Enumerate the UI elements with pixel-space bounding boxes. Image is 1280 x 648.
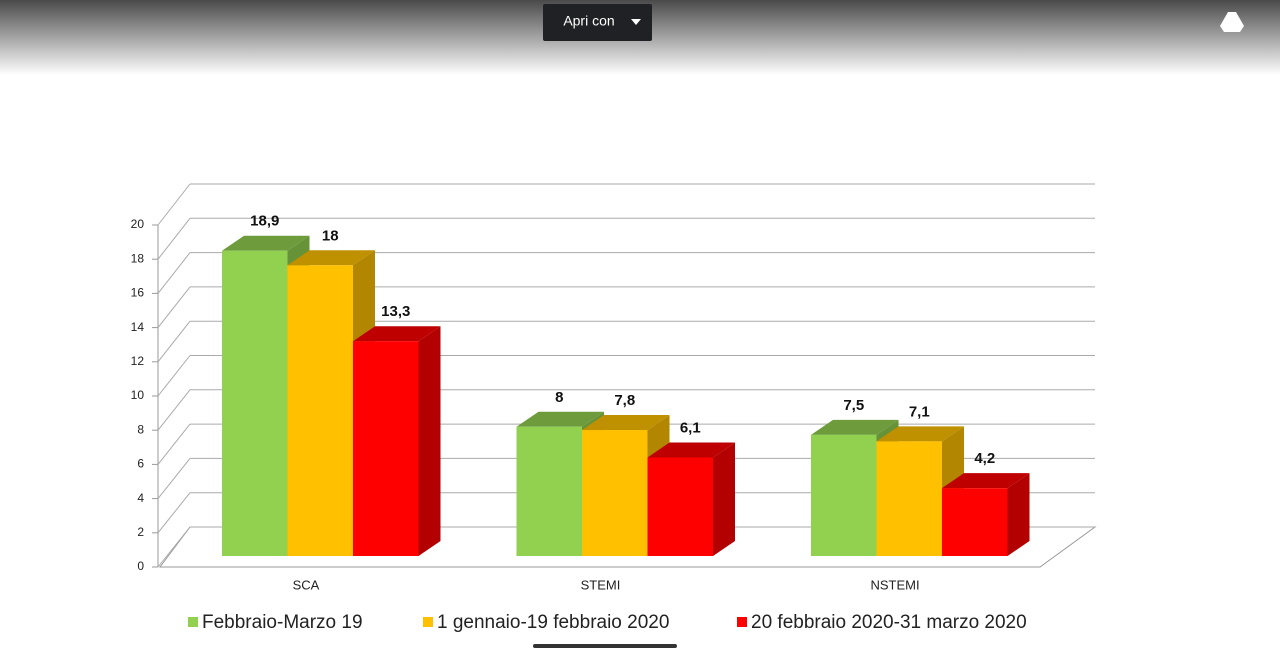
- legend-swatch: [423, 617, 433, 627]
- dropdown-arrow: [631, 19, 641, 25]
- bar-side: [713, 442, 735, 556]
- grid-diagonal: [157, 389, 191, 431]
- y-tick-label: 8: [137, 422, 144, 436]
- y-tick-label: 4: [137, 491, 144, 505]
- bar: [222, 250, 288, 556]
- value-label: 6,1: [680, 419, 701, 436]
- y-tick-label: 2: [137, 525, 144, 539]
- y-tick-label: 14: [131, 320, 145, 334]
- value-label: 7,8: [614, 392, 635, 409]
- grid-diagonal: [157, 526, 191, 568]
- grid-diagonal: [157, 458, 191, 499]
- y-tick-label: 0: [137, 559, 144, 573]
- bar: [287, 265, 353, 556]
- y-tick-label: 18: [131, 251, 145, 265]
- x-tick-label: SCA: [293, 577, 320, 592]
- bar-side: [1007, 473, 1030, 556]
- bar: [353, 341, 419, 556]
- bar-top: [942, 473, 1030, 489]
- legend-label: Febbraio-Marzo 19: [202, 612, 363, 633]
- legend-swatch: [188, 617, 198, 627]
- grid-diagonal: [157, 320, 191, 363]
- grid-diagonal: [157, 355, 191, 397]
- bar: [811, 434, 877, 556]
- bar: [942, 488, 1008, 556]
- value-label: 4,2: [974, 450, 995, 467]
- legend-label: 1 gennaio-19 febbraio 2020: [437, 612, 669, 633]
- legend-label: 20 febbraio 2020-31 marzo 2020: [751, 612, 1027, 633]
- bar-top: [811, 419, 899, 435]
- bar-side: [418, 326, 441, 556]
- y-tick-label: 6: [137, 457, 144, 471]
- drive-add-icon[interactable]: [1220, 12, 1244, 32]
- grid-diagonal: [157, 423, 191, 465]
- value-label: 18: [322, 227, 339, 244]
- y-tick-label: 10: [131, 388, 145, 402]
- value-label: 8: [555, 389, 563, 406]
- value-label: 7,5: [843, 397, 864, 414]
- scroll-indicator: [533, 644, 677, 648]
- bar-top: [647, 442, 735, 458]
- bar-top: [516, 411, 604, 427]
- bar: [516, 426, 582, 556]
- value-label: 13,3: [381, 303, 410, 320]
- y-tick-label: 20: [131, 217, 145, 231]
- grid-diagonal: [157, 217, 191, 260]
- bar: [582, 430, 648, 556]
- chart: 0 2 4 6 8 10 12 14 16 18 20 SCA STEMI NSTEMI 18,9 8 7,5 1…: [131, 183, 1097, 633]
- bar-top: [287, 250, 375, 266]
- bar: [647, 457, 713, 556]
- bar-top: [582, 415, 670, 431]
- value-label: 18,9: [250, 213, 279, 230]
- open-with-button[interactable]: [543, 4, 652, 41]
- bar-top: [222, 235, 310, 251]
- value-label: 7,1: [909, 403, 930, 420]
- x-tick-label: NSTEMI: [870, 577, 919, 592]
- legend-swatch: [737, 617, 747, 627]
- open-with-label: Apri con: [563, 13, 614, 29]
- grid-diagonal: [157, 492, 191, 534]
- grid-diagonal: [157, 286, 191, 328]
- grid-diagonal: [157, 252, 191, 294]
- grid-diagonal: [157, 183, 191, 226]
- x-tick-label: STEMI: [581, 577, 621, 592]
- y-tick-label: 12: [131, 354, 145, 368]
- y-tick-label: 16: [131, 286, 145, 300]
- bar: [876, 441, 942, 556]
- bar-top: [876, 426, 964, 442]
- bar-top: [353, 326, 441, 342]
